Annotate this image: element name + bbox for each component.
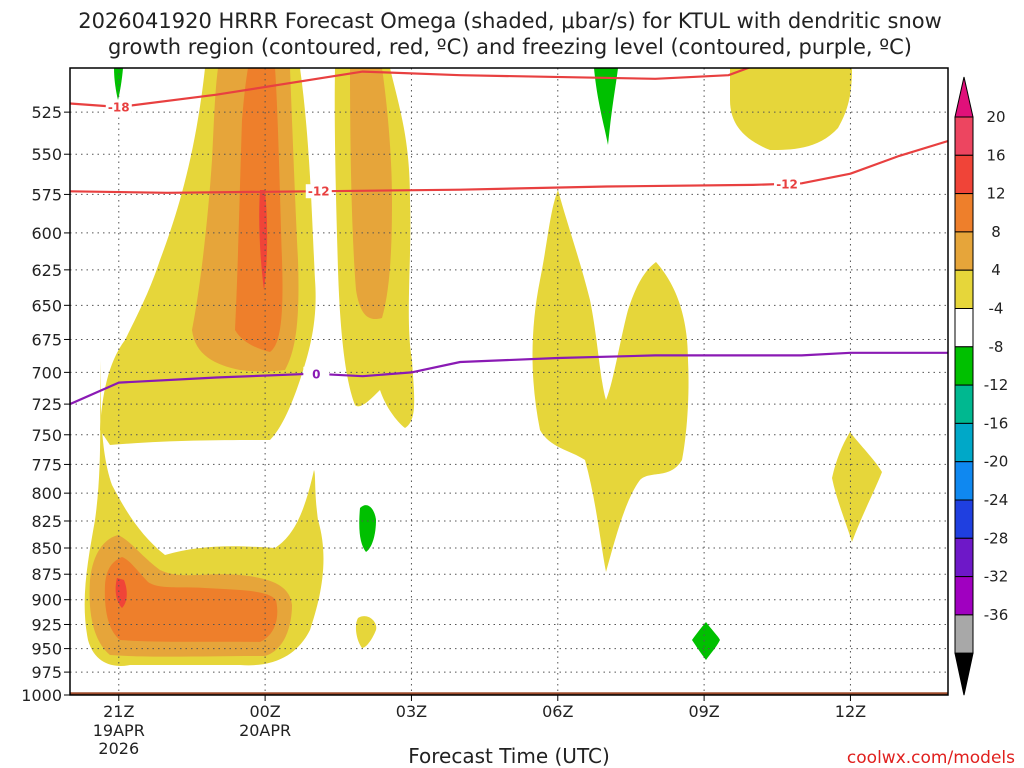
- y-tick-label: 625: [31, 261, 62, 280]
- terrain-strip: [70, 692, 948, 695]
- x-tick-sublabel: 19APR: [93, 721, 145, 740]
- colorbar-swatch: [954, 384, 974, 424]
- y-tick-label: 600: [31, 224, 62, 243]
- colorbar-swatch: [954, 576, 974, 616]
- colorbar-swatch: [954, 231, 974, 271]
- omega-descent-spot-01z: [359, 505, 376, 552]
- y-tick-label: 775: [31, 455, 62, 474]
- y-tick-label: 900: [31, 591, 62, 610]
- y-tick-label: 1000: [21, 686, 62, 705]
- y-tick-label: 975: [31, 663, 62, 682]
- x-tick-label: 06Z: [542, 702, 573, 721]
- omega-descent-spot-21z: [114, 68, 123, 100]
- x-tick-label: 12Z: [835, 702, 866, 721]
- plot-frame: [69, 67, 949, 696]
- colorbar-label: -32: [984, 568, 1009, 586]
- colorbar-swatch: [954, 193, 974, 233]
- y-tick-label: 650: [31, 296, 62, 315]
- colorbar-label: 4: [991, 261, 1001, 279]
- y-tick-label: 575: [31, 185, 62, 204]
- grid-lines: [70, 68, 948, 695]
- y-tick-label: 675: [31, 330, 62, 349]
- contour-label-bg: [774, 176, 801, 191]
- colorbar-label: -16: [984, 414, 1009, 432]
- colorbar-swatch: [954, 308, 974, 348]
- contour-label: -12: [308, 185, 330, 199]
- x-axis-title: Forecast Time (UTC): [408, 744, 610, 768]
- colorbar-swatch: [954, 116, 974, 156]
- colorbar-bottom-arrow: [954, 652, 974, 696]
- colorbar-label: -28: [984, 529, 1009, 547]
- omega-region-4-8-low12z: [832, 432, 882, 542]
- colorbar-top-arrow: [954, 76, 974, 118]
- colorbar-label: -8: [989, 338, 1004, 356]
- contour-label: -12: [776, 177, 798, 191]
- y-tick-label: 800: [31, 484, 62, 503]
- colorbar-label: -24: [984, 491, 1009, 509]
- y-tick-label: 700: [31, 363, 62, 382]
- colorbar-label: 16: [986, 146, 1005, 164]
- contour-line: [70, 68, 752, 109]
- colorbar-swatch: [954, 614, 974, 654]
- colorbar-label: 20: [986, 108, 1005, 126]
- colorbar-label: -12: [984, 376, 1009, 394]
- omega-descent-spot-09z: [692, 622, 720, 660]
- y-tick-label: 925: [31, 615, 62, 634]
- colorbar-label: 12: [986, 185, 1005, 203]
- omega-region-16-20-column: [259, 190, 268, 290]
- chart-title-line-2: growth region (contoured, red, ºC) and f…: [108, 35, 912, 59]
- contour-label: 0: [312, 367, 320, 381]
- y-tick-label: 725: [31, 395, 62, 414]
- colorbar-label: -36: [984, 606, 1009, 624]
- temperature-contours: -18 -12 -12 0: [70, 68, 948, 406]
- x-tick-label: 09Z: [688, 702, 719, 721]
- colorbar-swatch: [954, 537, 974, 578]
- contour-line: [70, 139, 948, 194]
- y-tick-label: 850: [31, 539, 62, 558]
- x-tick-sublabel: 20APR: [239, 721, 291, 740]
- x-tick-label: 00Z: [249, 702, 280, 721]
- colorbar-swatch: [954, 422, 974, 463]
- x-tick-label: 21Z: [103, 702, 134, 721]
- omega-region-4-8-spot01z: [355, 616, 377, 648]
- y-axis: 525 550 575 600 625 650 675 700 725 750 775 800 825 8…: [21, 103, 70, 705]
- credit-text: coolwx.com/models: [847, 748, 1015, 768]
- colorbar-swatch: [954, 461, 974, 501]
- x-tick-label: 03Z: [396, 702, 427, 721]
- omega-region-12-16-column: [235, 68, 283, 352]
- omega-region-4-8-mid06z: [532, 190, 689, 572]
- y-tick-label: 525: [31, 103, 62, 122]
- colorbar-swatch: [954, 154, 974, 195]
- contour-label-bg: [305, 184, 332, 199]
- colorbar-label: 8: [991, 223, 1001, 241]
- colorbar-label: -4: [989, 300, 1004, 318]
- colorbar-swatch: [954, 346, 974, 386]
- chart-title-line-1: 2026041920 HRRR Forecast Omega (shaded, …: [78, 9, 942, 33]
- contour-label: -18: [108, 100, 130, 114]
- colorbar-swatch: [954, 499, 974, 539]
- contour-label-bg: [105, 99, 132, 114]
- y-tick-label: 875: [31, 565, 62, 584]
- x-tick-sublabel: 2026: [98, 739, 139, 758]
- colorbar-label: -20: [984, 453, 1009, 471]
- y-tick-label: 825: [31, 512, 62, 531]
- contour-line: [70, 351, 948, 406]
- plot-area: -18 -12 -12 0: [70, 68, 948, 695]
- omega-descent-spot-04z: [594, 68, 618, 145]
- y-tick-label: 950: [31, 640, 62, 659]
- omega-region-8-12-band03z: [350, 68, 392, 320]
- contour-label-bg: [303, 366, 330, 381]
- colorbar-swatch: [954, 269, 974, 310]
- colorbar: 20 16 12 8 4 -4 -8 -12 -16 -20 -24 -28 -32 -36: [954, 76, 1009, 696]
- y-tick-label: 750: [31, 426, 62, 445]
- omega-region-4-8-upper12z: [730, 68, 852, 150]
- y-tick-label: 550: [31, 145, 62, 164]
